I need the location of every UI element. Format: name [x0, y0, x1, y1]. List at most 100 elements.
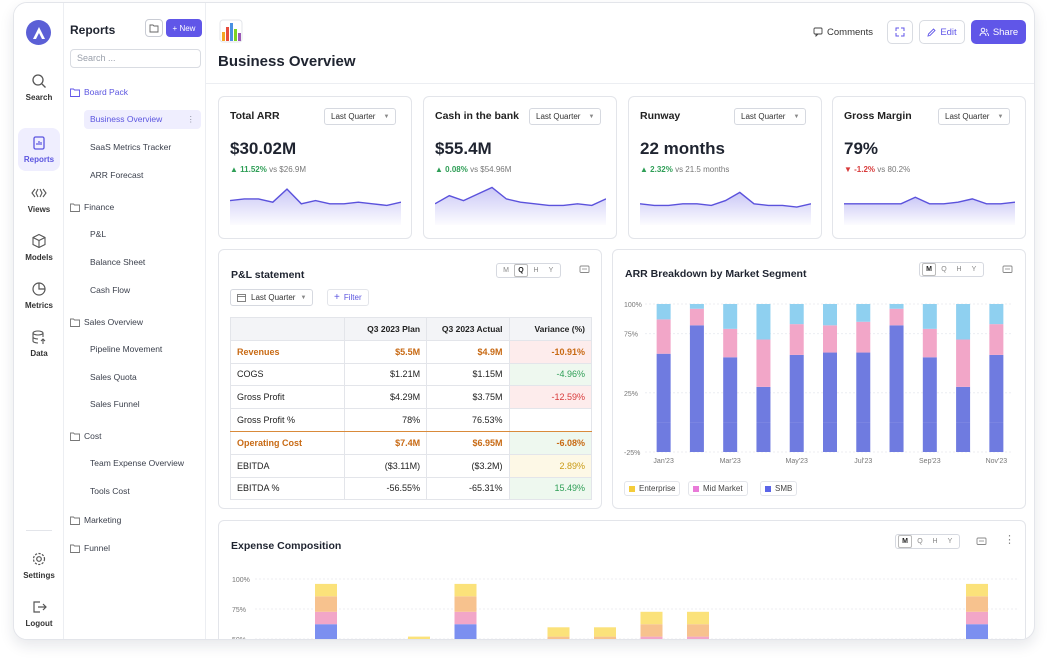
- x-tick-label: Jul'23: [854, 458, 872, 465]
- kpi-delta: ▲ 0.08% vs $54.96M: [435, 165, 511, 174]
- nav-item-cash-flow[interactable]: Cash Flow: [90, 285, 131, 295]
- bar-segment-blue: [454, 624, 477, 639]
- folder-marketing[interactable]: Marketing: [70, 515, 121, 525]
- legend-enterprise[interactable]: Enterprise: [624, 481, 681, 496]
- folder-sales-overview[interactable]: Sales Overview: [70, 317, 143, 327]
- edit-button[interactable]: Edit: [919, 20, 965, 44]
- table-cell-actual: $3.75M: [426, 385, 510, 410]
- y-tick-label: 50%: [232, 637, 246, 640]
- granularity-q[interactable]: Q: [941, 266, 947, 273]
- bar-segment-enterprise: [823, 304, 837, 326]
- share-label: Share: [992, 26, 1019, 38]
- users-icon: [979, 27, 989, 37]
- granularity-y[interactable]: Y: [947, 538, 953, 545]
- more-options-icon[interactable]: ⋮: [1004, 534, 1015, 546]
- rail-metrics[interactable]: Metrics: [18, 275, 60, 315]
- table-cell-plan: $5.5M: [343, 339, 428, 364]
- table-row: COGS $1.21M $1.15M -4.96%: [230, 362, 593, 387]
- rail-data[interactable]: Data: [18, 323, 60, 363]
- bar-segment-enterprise: [856, 304, 871, 322]
- folder-finance[interactable]: Finance: [70, 202, 114, 212]
- granularity-toggle[interactable]: M Q H Y: [496, 263, 561, 278]
- nav-item-pl[interactable]: P&L: [90, 229, 107, 239]
- comment-icon[interactable]: [976, 535, 987, 553]
- comment-icon[interactable]: [1002, 263, 1013, 281]
- new-folder-button[interactable]: [145, 19, 163, 37]
- rail-settings[interactable]: Settings: [18, 545, 60, 585]
- bar-segment-orange: [687, 624, 709, 637]
- granularity-y[interactable]: Y: [971, 266, 977, 273]
- rail-views[interactable]: Views: [18, 179, 60, 219]
- period-dropdown[interactable]: Last Quarter ▼: [529, 108, 602, 125]
- nav-item-sales-funnel[interactable]: Sales Funnel: [90, 399, 140, 409]
- share-button[interactable]: Share: [971, 20, 1026, 44]
- bar-segment-pink: [315, 611, 337, 625]
- nav-item-saas-metrics[interactable]: SaaS Metrics Tracker: [90, 142, 172, 152]
- period-dropdown[interactable]: Last Quarter ▼: [324, 108, 397, 125]
- period-dropdown[interactable]: Last Quarter ▼: [938, 108, 1011, 125]
- kpi-title: Cash in the bank: [435, 110, 520, 122]
- nav-item-team-expense[interactable]: Team Expense Overview: [90, 458, 185, 468]
- fullscreen-button[interactable]: [887, 20, 913, 44]
- table-cell-actual: -65.31%: [426, 476, 510, 501]
- granularity-h[interactable]: H: [533, 267, 539, 274]
- bar-segment-enterprise: [656, 304, 671, 320]
- more-options-icon[interactable]: ⋮: [186, 114, 196, 124]
- bar-segment-orange: [315, 596, 337, 612]
- chevron-down-icon: ▼: [383, 113, 390, 120]
- bar-segment-smb: [789, 354, 804, 423]
- granularity-y[interactable]: Y: [548, 267, 554, 274]
- rail-models[interactable]: Models: [18, 227, 60, 267]
- table-cell-label: COGS: [230, 362, 345, 387]
- granularity-toggle[interactable]: M Q H Y: [919, 262, 984, 277]
- folder-cost[interactable]: Cost: [70, 431, 101, 441]
- folder-board-pack[interactable]: Board Pack: [70, 87, 128, 97]
- table-cell-label: Gross Profit %: [230, 408, 345, 432]
- period-dropdown[interactable]: Last Quarter ▼: [230, 289, 314, 306]
- nav-item-business-overview[interactable]: Business Overview ⋮: [84, 110, 201, 129]
- legend-smb[interactable]: SMB: [760, 481, 798, 496]
- new-report-button[interactable]: + New: [166, 19, 202, 37]
- comments-button[interactable]: Comments: [810, 20, 876, 44]
- folder-plus-icon: [149, 24, 159, 32]
- nav-item-pipeline[interactable]: Pipeline Movement: [90, 344, 163, 354]
- rail-search[interactable]: Search: [18, 67, 60, 107]
- filter-label: Filter: [343, 293, 362, 302]
- nav-item-arr-forecast[interactable]: ARR Forecast: [90, 170, 144, 180]
- cube-icon: [32, 233, 46, 248]
- table-cell-var: 15.49%: [508, 476, 593, 501]
- granularity-m[interactable]: M: [898, 535, 912, 548]
- granularity-h[interactable]: H: [956, 266, 962, 273]
- bar-segment-blue: [966, 624, 988, 639]
- granularity-q[interactable]: Q: [514, 264, 528, 277]
- main-content: Business Overview Comments Edit Share To…: [206, 3, 1034, 639]
- legend-swatch: [629, 485, 635, 492]
- rail-models-label: Models: [25, 252, 53, 262]
- pl-table: Q3 2023 Plan Q3 2023 Actual Variance (%)…: [230, 317, 593, 501]
- filter-button[interactable]: + Filter: [327, 289, 369, 306]
- granularity-toggle[interactable]: M Q H Y: [895, 534, 960, 549]
- app-logo[interactable]: [26, 20, 51, 45]
- granularity-q[interactable]: Q: [917, 538, 923, 545]
- period-dropdown[interactable]: Last Quarter ▼: [734, 108, 807, 125]
- bar-segment-enterprise: [723, 304, 738, 329]
- legend-mid-market[interactable]: Mid Market: [688, 481, 748, 496]
- x-tick-label: Mar'23: [720, 458, 741, 465]
- comment-icon[interactable]: [579, 263, 590, 281]
- rail-logout[interactable]: Logout: [18, 593, 60, 633]
- logout-icon: [33, 600, 47, 613]
- rail-reports[interactable]: Reports: [18, 128, 60, 171]
- column-header: Q3 2023 Plan: [343, 317, 428, 341]
- granularity-m[interactable]: M: [503, 267, 509, 274]
- bar-segment-smb: [656, 353, 671, 423]
- nav-item-sales-quota[interactable]: Sales Quota: [90, 372, 137, 382]
- granularity-h[interactable]: H: [932, 538, 938, 545]
- sparkline-line: [844, 196, 1015, 205]
- nav-item-balance-sheet[interactable]: Balance Sheet: [90, 257, 146, 267]
- bar-segment-blue: [315, 624, 337, 639]
- folder-funnel[interactable]: Funnel: [70, 543, 110, 553]
- edit-label: Edit: [940, 26, 957, 38]
- granularity-m[interactable]: M: [922, 263, 936, 276]
- report-search-input[interactable]: Search ...: [70, 49, 201, 68]
- nav-item-tools-cost[interactable]: Tools Cost: [90, 486, 130, 496]
